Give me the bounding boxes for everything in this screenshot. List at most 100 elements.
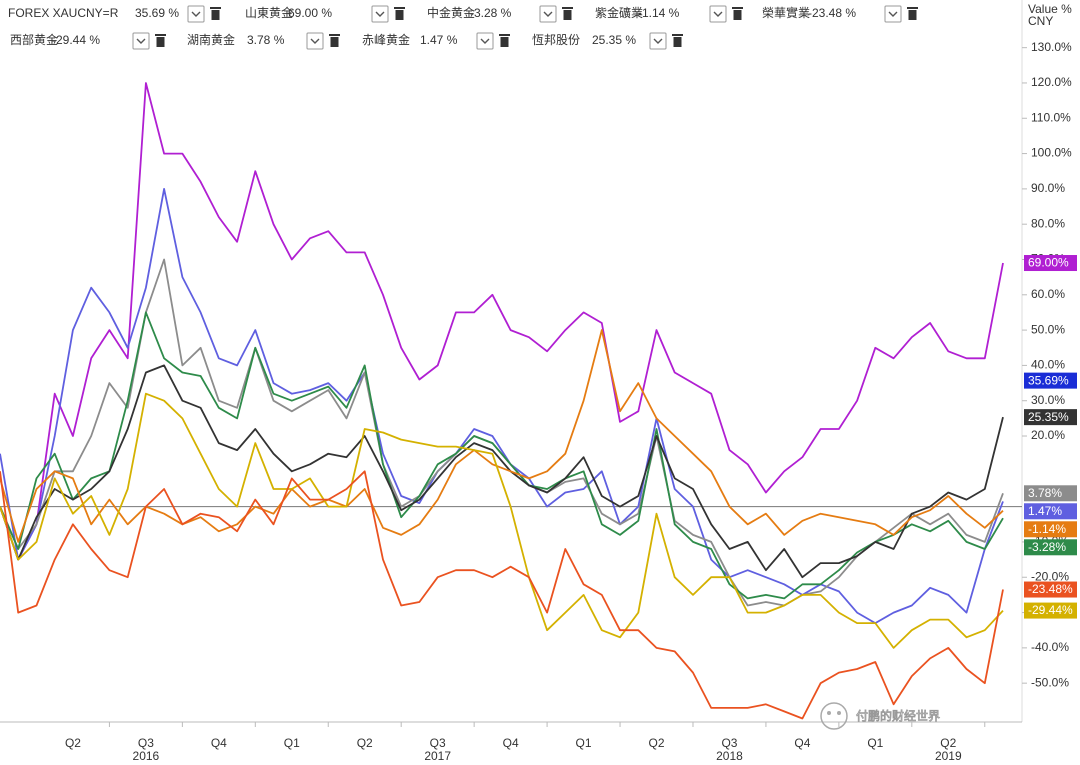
y-tick-label: -40.0% (1031, 640, 1069, 654)
legend-delete[interactable] (732, 7, 743, 20)
y-tick-label: 130.0% (1031, 40, 1072, 54)
legend-name: 中金黄金 (427, 5, 475, 20)
legend-delete[interactable] (329, 34, 340, 47)
x-tick-label: Q1 (867, 736, 883, 750)
x-tick-label: Q3 (138, 736, 154, 750)
x-tick-label: Q4 (211, 736, 227, 750)
value-flag-label: 69.00% (1028, 256, 1069, 270)
legend-item: 赤峰黄金 1.47 % (362, 32, 510, 50)
series-line (0, 188, 1004, 624)
legend-item: 中金黄金-3.28 % (427, 5, 573, 23)
x-tick-label: Q4 (794, 736, 810, 750)
legend-value: -29.44 % (52, 33, 100, 47)
trash-body (673, 37, 682, 47)
value-unit-label: Value % (1028, 2, 1072, 16)
value-flag (1024, 602, 1077, 619)
trash-lid (329, 34, 340, 36)
y-tick-label: -50.0% (1031, 675, 1069, 689)
dropdown-box (539, 5, 557, 23)
x-tick-label: Q3 (430, 736, 446, 750)
dropdown-chevron (480, 38, 490, 44)
legend-dropdown[interactable] (132, 32, 150, 50)
legend-name: 赤峰黄金 (362, 32, 410, 47)
legend-delete[interactable] (562, 7, 573, 20)
legend-dropdown[interactable] (371, 5, 389, 23)
legend-value: 1.47 % (420, 33, 458, 47)
value-flag-label: -29.44% (1028, 603, 1073, 617)
x-year-label: 2016 (133, 749, 160, 763)
watermark: 付鹏的财经世界 (820, 702, 940, 730)
dropdown-chevron (888, 11, 898, 17)
legend-name: 西部黄金 (10, 32, 58, 47)
trash-body (500, 37, 509, 47)
dropdown-box (187, 5, 205, 23)
dropdown-box (371, 5, 389, 23)
trash-body (211, 10, 220, 20)
dropdown-box (649, 32, 667, 50)
trash-lid (907, 7, 918, 9)
y-tick-label: 30.0% (1031, 393, 1065, 407)
value-flag-label: -23.48% (1028, 582, 1073, 596)
x-tick-label: Q2 (940, 736, 956, 750)
legend-dropdown[interactable] (187, 5, 205, 23)
legend-dropdown[interactable] (649, 32, 667, 50)
watermark-icon-dot (827, 711, 831, 715)
trash-body (395, 10, 404, 20)
value-flag (1024, 409, 1077, 426)
y-tick-label: 90.0% (1031, 181, 1065, 195)
value-flag (1024, 521, 1077, 538)
legend-name: 榮華實業 (762, 5, 810, 20)
y-tick-label: 110.0% (1031, 110, 1071, 124)
trash-body (563, 10, 572, 20)
trash-body (330, 37, 339, 47)
legend-dropdown[interactable] (476, 32, 494, 50)
legend-dropdown[interactable] (306, 32, 324, 50)
x-tick-label: Q2 (65, 736, 81, 750)
dropdown-box (476, 32, 494, 50)
value-flag-label: 3.78% (1028, 486, 1062, 500)
legend-value: -1.14 % (638, 6, 680, 20)
legend-name: 山東黄金 (245, 5, 293, 20)
dropdown-chevron (375, 11, 385, 17)
legend-delete[interactable] (155, 34, 166, 47)
legend-name: 紫金礦業 (595, 5, 643, 20)
legend-delete[interactable] (907, 7, 918, 20)
value-flag (1024, 372, 1077, 389)
legend-name: 湖南黄金 (187, 32, 235, 47)
legend-dropdown[interactable] (539, 5, 557, 23)
legend-delete[interactable] (499, 34, 510, 47)
dropdown-box (306, 32, 324, 50)
dropdown-chevron (713, 11, 723, 17)
value-flag-label: -1.14% (1028, 522, 1066, 536)
series-line (0, 392, 1004, 649)
value-flag (1024, 581, 1077, 598)
dropdown-chevron (310, 38, 320, 44)
dropdown-chevron (191, 11, 201, 17)
dropdown-box (884, 5, 902, 23)
legend-delete[interactable] (672, 34, 683, 47)
legend-delete[interactable] (210, 7, 221, 20)
x-tick-label: Q3 (721, 736, 737, 750)
trash-lid (732, 7, 743, 9)
trash-lid (499, 34, 510, 36)
value-flag-label: -3.28% (1028, 540, 1066, 554)
trash-lid (672, 34, 683, 36)
series-line (0, 311, 1004, 600)
x-tick-label: Q2 (357, 736, 373, 750)
currency-label: CNY (1028, 14, 1053, 28)
watermark-icon (820, 702, 848, 730)
legend-dropdown[interactable] (709, 5, 727, 23)
trash-lid (394, 7, 405, 9)
legend-name: 恆邦股份 (532, 33, 580, 47)
dropdown-box (132, 32, 150, 50)
legend-delete[interactable] (394, 7, 405, 20)
y-tick-label: -20.0% (1031, 569, 1069, 583)
x-year-label: 2017 (424, 749, 451, 763)
legend-item: 湖南黄金 3.78 % (187, 32, 340, 50)
legend-value: -23.48 % (808, 6, 856, 20)
legend-item: FOREX XAUCNY=R 35.69 % (8, 5, 221, 23)
legend-dropdown[interactable] (884, 5, 902, 23)
